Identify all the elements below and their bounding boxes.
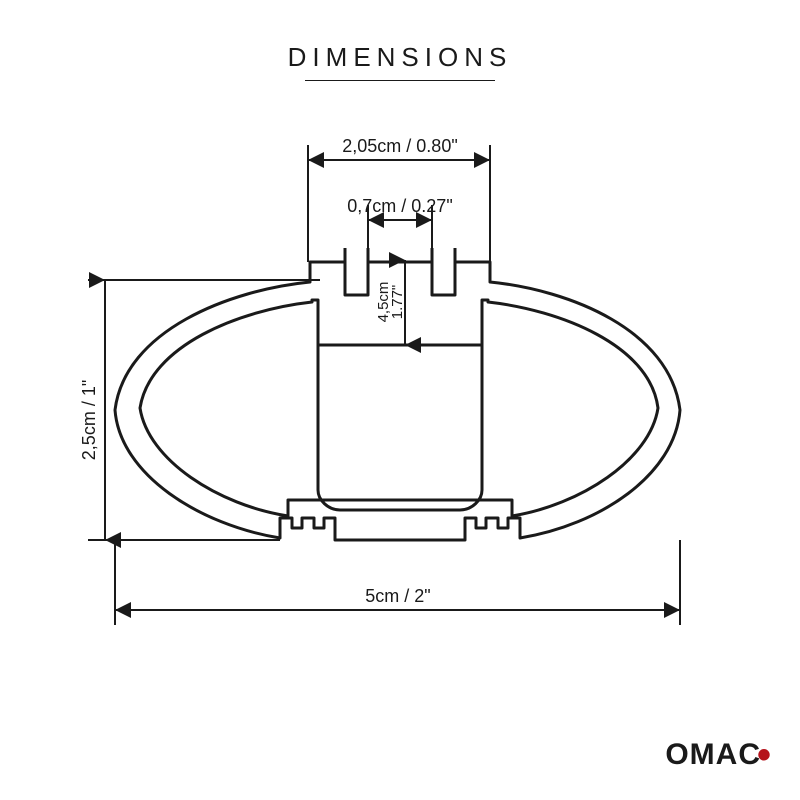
dimension-diagram: 5cm / 2" 2,5cm / 1" 2,05cm / 0.80" 0,7cm… [0, 0, 800, 800]
dim-width-bottom [115, 540, 680, 625]
dim-height-left-label: 2,5cm / 1" [79, 380, 99, 460]
dim-top-inner-label: 0,7cm / 0.27" [347, 196, 452, 216]
dim-top-depth-label-b: 1.77" [389, 285, 406, 320]
dim-width-bottom-label: 5cm / 2" [365, 586, 430, 606]
brand-logo-text: OMAC [665, 738, 761, 771]
dim-height-left [88, 280, 320, 540]
brand-logo-accent: • [757, 733, 772, 777]
dim-top-outer-label: 2,05cm / 0.80" [342, 136, 457, 156]
brand-logo: OMAC• [665, 733, 772, 778]
